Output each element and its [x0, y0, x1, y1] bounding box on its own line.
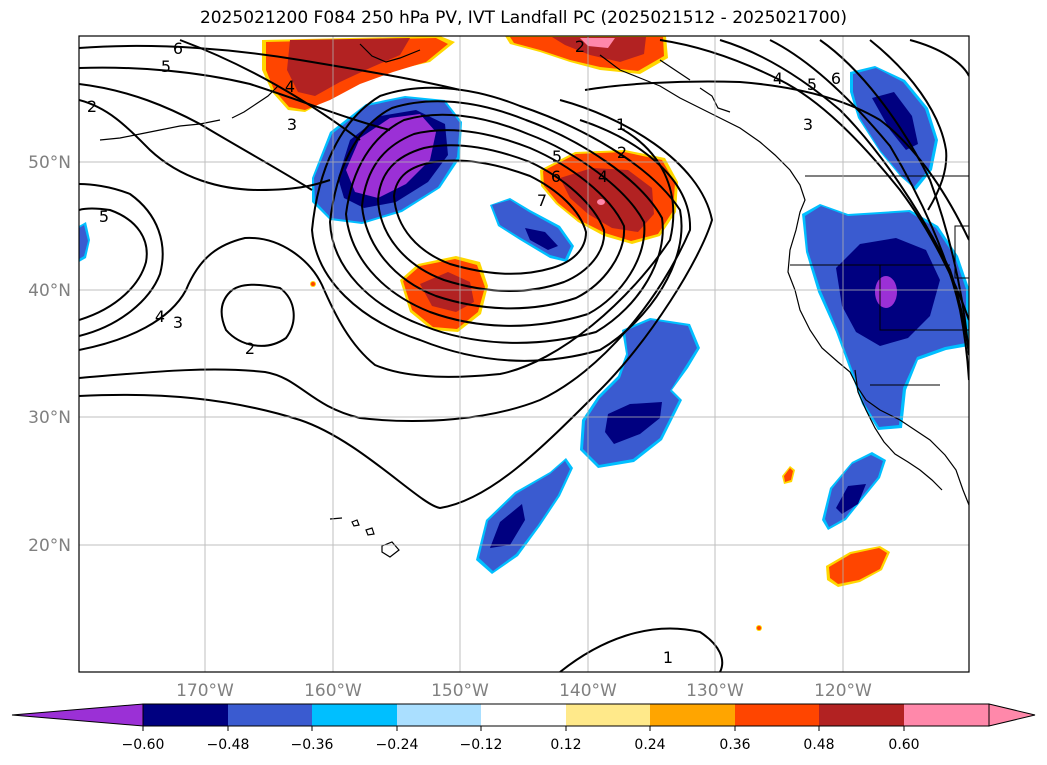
- contour-label: 1: [616, 115, 626, 134]
- colorbar-segment: [481, 704, 566, 726]
- map-title: 2025021200 F084 250 hPa PV, IVT Landfall…: [199, 8, 847, 28]
- contour-label: 6: [831, 69, 841, 88]
- coastline: [99, 43, 969, 506]
- contour-label: 5: [807, 75, 817, 94]
- contour-lines: [79, 39, 969, 672]
- colorbar-min-extension: [11, 703, 144, 727]
- contour-label: 1: [663, 648, 673, 667]
- lat-tick-label: 40°N: [28, 281, 71, 301]
- contour-label-group: 6 5 2 4 3 5 4 3 2 7 6 5 4 2 1 1 2 4 5 6 …: [87, 37, 841, 667]
- colorbar-tick-label: −0.36: [291, 737, 334, 753]
- contour-label: 2: [617, 143, 627, 162]
- colorbar-segment: [312, 704, 397, 726]
- contour-label: 3: [173, 313, 183, 332]
- colorbar-tick-label: 0.12: [550, 737, 581, 753]
- colorbar-segment: [650, 704, 735, 726]
- gridlines: [79, 36, 969, 672]
- colorbar-max-extension: [988, 703, 1036, 727]
- contour-label: 2: [575, 37, 585, 56]
- colorbar-tick-label: 0.36: [719, 737, 750, 753]
- contour-label: 4: [285, 77, 295, 96]
- contour-label: 5: [161, 57, 171, 76]
- negative-anomaly-west-edge: [79, 222, 90, 262]
- lon-tick-label: 120°W: [814, 681, 872, 701]
- contour-label: 5: [99, 207, 109, 226]
- negative-anomaly-subtropical: [580, 318, 700, 468]
- colorbar-tick-label: −0.24: [376, 737, 419, 753]
- lat-tick-label: 20°N: [28, 536, 71, 556]
- contour-label: 4: [155, 307, 165, 326]
- contour-label: 7: [537, 191, 547, 210]
- colorbar-tick-label: 0.24: [634, 737, 665, 753]
- colorbar-tick-label: 0.60: [888, 737, 919, 753]
- colorbar-segment: [819, 704, 904, 726]
- positive-anomaly-small: [310, 281, 795, 631]
- contour-label: 2: [87, 97, 97, 116]
- colorbar-tick-label: 0.48: [803, 737, 834, 753]
- negative-anomaly-northeast: [850, 66, 938, 190]
- colorbar-segment: [566, 704, 650, 726]
- contour-label: 2: [245, 339, 255, 358]
- longitude-labels: 170°W 160°W 150°W 140°W 130°W 120°W: [176, 681, 872, 701]
- contour-label: 6: [551, 167, 561, 186]
- lon-tick-label: 160°W: [304, 681, 362, 701]
- contour-label: 4: [773, 69, 783, 88]
- latitude-labels: 50°N 40°N 30°N 20°N: [28, 153, 71, 556]
- lat-tick-label: 50°N: [28, 153, 71, 173]
- contour-label: 3: [803, 115, 813, 134]
- contour-label: 3: [287, 115, 297, 134]
- colorbar-segment: [397, 704, 481, 726]
- positive-anomaly-alaska: [505, 36, 668, 74]
- colorbar-tick-label: −0.48: [207, 737, 250, 753]
- lon-tick-label: 130°W: [686, 681, 744, 701]
- lon-tick-label: 140°W: [559, 681, 617, 701]
- colorbar-segment: [228, 704, 312, 726]
- colorbar: −0.60 −0.48 −0.36 −0.24 −0.12 0.12 0.24 …: [11, 703, 1036, 753]
- colorbar-segment: [735, 704, 819, 726]
- lat-tick-label: 30°N: [28, 408, 71, 428]
- colorbar-segment: [904, 704, 989, 726]
- contour-label: 4: [598, 167, 608, 186]
- contour-label: 6: [173, 39, 183, 58]
- map-frame: [78, 35, 970, 673]
- lon-tick-label: 170°W: [176, 681, 234, 701]
- hawaii-islands: [329, 517, 400, 558]
- map-panel: 6 5 2 4 3 5 4 3 2 7 6 5 4 2 1 1 2 4 5 6 …: [79, 36, 969, 672]
- negative-anomaly-center-strip: [490, 198, 574, 262]
- colorbar-tick-label: −0.60: [122, 737, 165, 753]
- colorbar-segment: [143, 704, 228, 726]
- lon-tick-label: 150°W: [431, 681, 489, 701]
- contour-label: 5: [552, 147, 562, 166]
- colorbar-tick-label: −0.12: [460, 737, 503, 753]
